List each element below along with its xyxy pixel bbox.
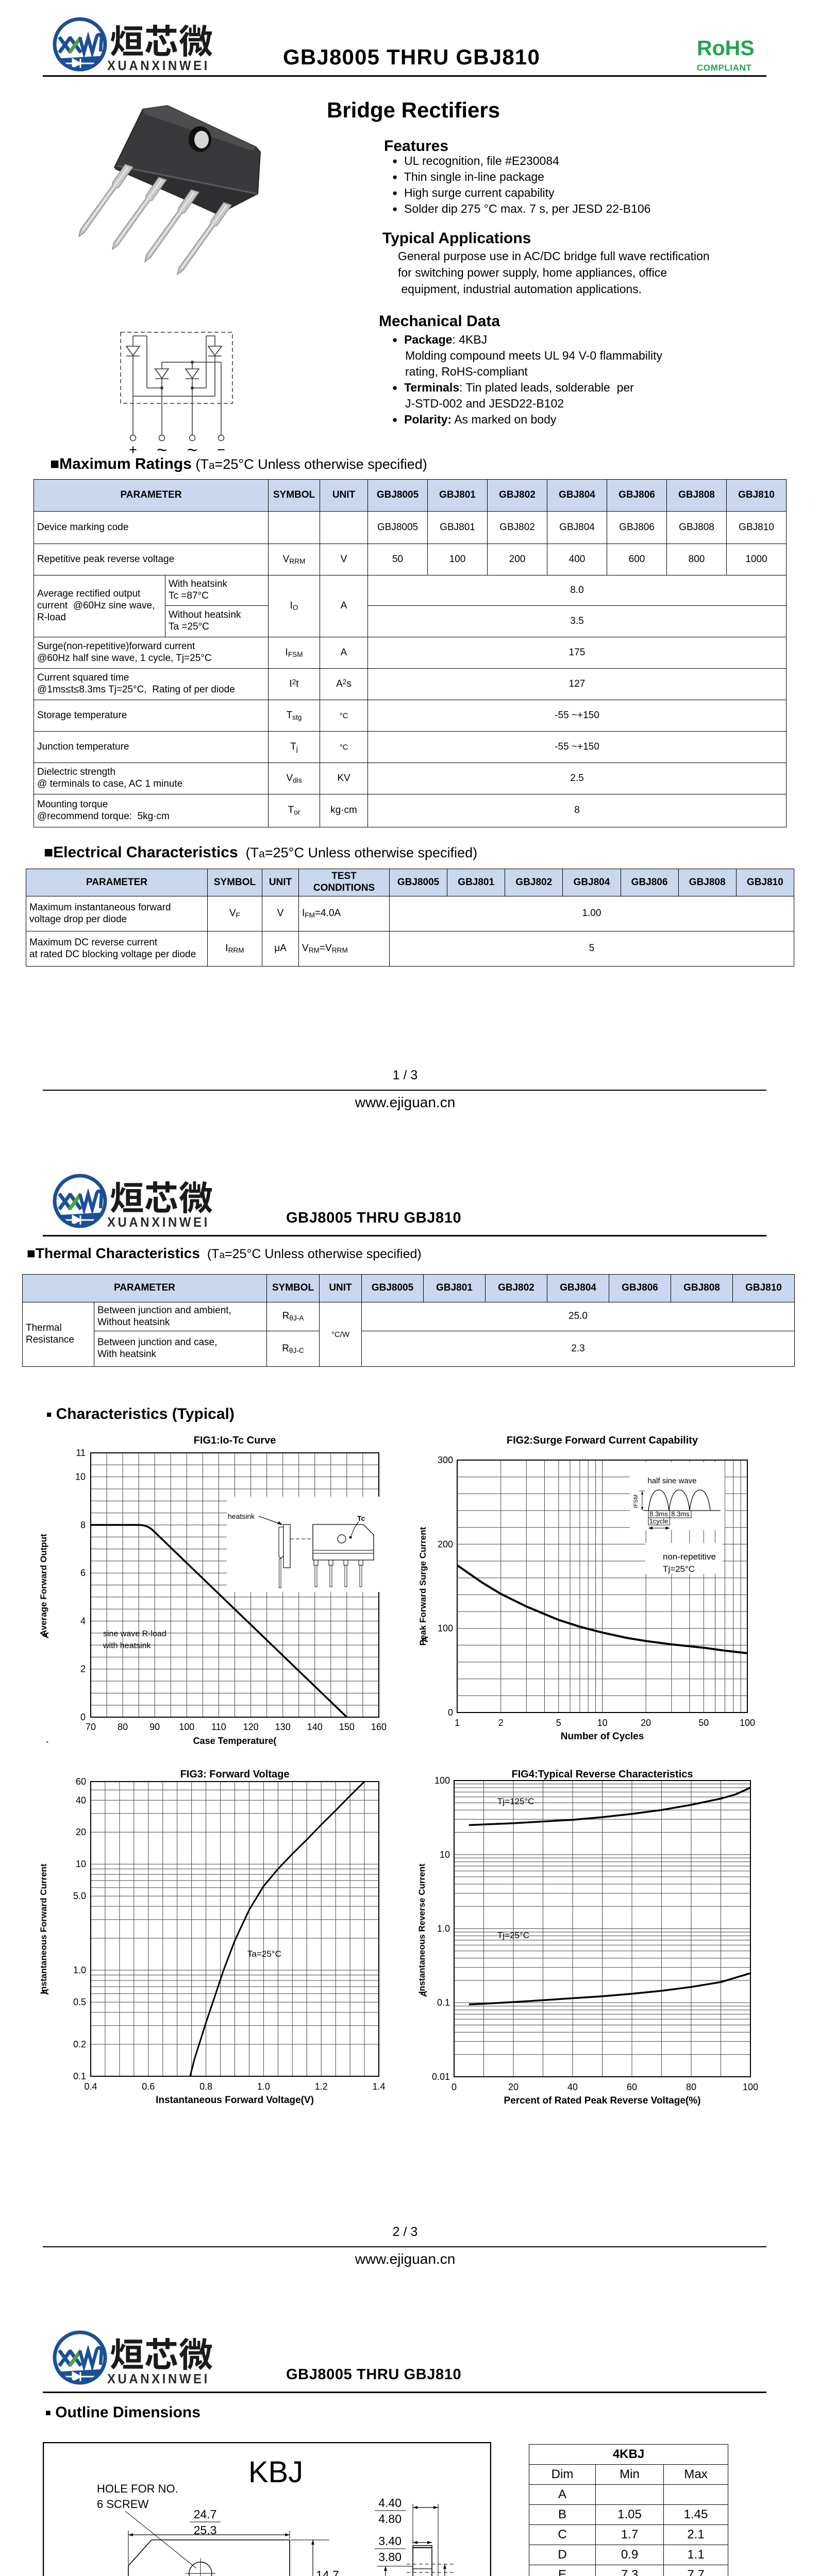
svg-text:1cycle: 1cycle [649, 1517, 668, 1525]
svg-text:8: 8 [80, 1520, 86, 1530]
svg-text:Tj=125°C: Tj=125°C [497, 1797, 534, 1806]
svg-text:FIG3: Forward Voltage: FIG3: Forward Voltage [180, 1769, 290, 1780]
svg-text:Tj=25°C: Tj=25°C [663, 1564, 695, 1574]
svg-text:HOLE FOR NO.: HOLE FOR NO. [97, 2482, 178, 2495]
svg-text:Tj=25°C: Tj=25°C [497, 1930, 529, 1940]
svg-text:+: + [129, 442, 137, 457]
svg-text:3.40: 3.40 [378, 2534, 402, 2548]
svg-text:100: 100 [438, 1623, 453, 1634]
svg-text:8.3ms: 8.3ms [671, 1510, 690, 1518]
svg-text:140: 140 [307, 1722, 323, 1732]
svg-text:0: 0 [80, 1712, 86, 1722]
svg-text:heatsink: heatsink [228, 1512, 255, 1520]
svg-text:4.80: 4.80 [378, 2512, 402, 2526]
svg-text:half sine wave: half sine wave [647, 1477, 696, 1485]
svg-text:FIG2:Surge Forward Current Cap: FIG2:Surge Forward Current Capability [507, 1435, 698, 1446]
svg-text:0.8: 0.8 [199, 2081, 212, 2092]
svg-text:0.6: 0.6 [142, 2081, 155, 2092]
svg-text:0.1: 0.1 [437, 1997, 450, 2008]
svg-text:3.80: 3.80 [378, 2550, 402, 2564]
svg-text:5.0: 5.0 [73, 1891, 86, 1901]
svg-text:FIG4:Typical Reverse Character: FIG4:Typical Reverse Characteristics [511, 1769, 693, 1780]
svg-text:Instantaneous Forward Current: Instantaneous Forward Current [39, 1863, 48, 1994]
svg-text:Ta=25°C: Ta=25°C [247, 1949, 281, 1959]
svg-text:10: 10 [76, 1859, 86, 1869]
svg-text:0.5: 0.5 [73, 1997, 86, 2007]
svg-text:sine wave R-load: sine wave R-load [103, 1630, 166, 1638]
svg-text:14.7: 14.7 [316, 2568, 339, 2576]
svg-text:A: A [419, 1991, 429, 1997]
svg-text:100: 100 [179, 1722, 194, 1732]
svg-text:20: 20 [76, 1827, 86, 1837]
svg-text:4.40: 4.40 [378, 2496, 402, 2510]
svg-text:FIG1:Io-Tc Curve: FIG1:Io-Tc Curve [194, 1435, 276, 1446]
svg-text:10: 10 [440, 1850, 450, 1860]
svg-text:120: 120 [243, 1722, 259, 1732]
svg-text:non-repetitive: non-repetitive [663, 1552, 716, 1562]
svg-text:50: 50 [698, 1718, 709, 1728]
svg-text:0.4: 0.4 [84, 2081, 97, 2092]
svg-text:90: 90 [149, 1722, 160, 1732]
svg-text:1.4: 1.4 [372, 2081, 385, 2092]
svg-text:A: A [420, 1636, 430, 1642]
svg-text:~: ~ [187, 440, 197, 459]
svg-text:A: A [41, 1989, 51, 1995]
svg-text:Average Forward Output: Average Forward Output [39, 1534, 48, 1636]
svg-text:A: A [41, 1632, 51, 1638]
svg-text:150: 150 [339, 1722, 355, 1732]
svg-text:100: 100 [434, 1775, 450, 1786]
svg-text:1.0: 1.0 [73, 1965, 86, 1975]
svg-text:0.01: 0.01 [432, 2072, 450, 2082]
svg-text:8.3ms: 8.3ms [649, 1510, 668, 1518]
svg-text:with heatsink: with heatsink [103, 1641, 151, 1650]
svg-text:−: − [217, 442, 225, 457]
svg-text:100: 100 [740, 1718, 755, 1728]
svg-text:40: 40 [76, 1795, 86, 1805]
svg-text:6: 6 [80, 1568, 86, 1578]
svg-text:10: 10 [597, 1718, 607, 1728]
svg-text:Peak Forward Surge Current: Peak Forward Surge Current [418, 1527, 428, 1646]
svg-text:60: 60 [76, 1776, 86, 1787]
svg-text:60: 60 [627, 2082, 637, 2092]
svg-text:Case Temperature(: Case Temperature( [193, 1736, 277, 1746]
svg-text:1: 1 [455, 1718, 460, 1728]
svg-text:10: 10 [75, 1472, 86, 1482]
svg-text:Percent of Rated Peak Reverse: Percent of Rated Peak Reverse Voltage(%) [504, 2095, 701, 2106]
svg-text:1.2: 1.2 [315, 2081, 328, 2092]
svg-text:160: 160 [371, 1722, 387, 1732]
svg-text:0.1: 0.1 [73, 2071, 86, 2081]
svg-text:40: 40 [567, 2082, 578, 2092]
svg-text:Instantaneous Reverse Current: Instantaneous Reverse Current [417, 1863, 427, 1994]
svg-text:20: 20 [641, 1718, 651, 1728]
svg-text:24.7: 24.7 [194, 2507, 217, 2521]
svg-text:Instantaneous Forward Voltage(: Instantaneous Forward Voltage(V) [156, 2095, 314, 2106]
svg-text:130: 130 [275, 1722, 291, 1732]
svg-text:0: 0 [452, 2082, 457, 2092]
svg-text:80: 80 [118, 1722, 128, 1732]
svg-text:4: 4 [80, 1616, 86, 1626]
svg-text:200: 200 [438, 1539, 453, 1549]
svg-text:~: ~ [157, 440, 167, 459]
svg-text:70: 70 [86, 1722, 96, 1732]
svg-text:1.0: 1.0 [437, 1924, 450, 1934]
svg-text:100: 100 [743, 2082, 758, 2092]
svg-text:2: 2 [498, 1718, 504, 1728]
svg-text:0: 0 [448, 1707, 453, 1718]
svg-text:Tc: Tc [357, 1514, 365, 1522]
svg-text:Number of Cycles: Number of Cycles [561, 1731, 644, 1742]
svg-text:110: 110 [211, 1722, 226, 1732]
svg-text:300: 300 [438, 1455, 453, 1465]
svg-text:1.0: 1.0 [257, 2081, 270, 2092]
svg-text:KBJ: KBJ [248, 2455, 303, 2489]
svg-text:80: 80 [686, 2082, 696, 2092]
svg-text:IFSM: IFSM [633, 1495, 639, 1508]
svg-text:0.2: 0.2 [73, 2039, 86, 2049]
svg-text:20: 20 [508, 2082, 519, 2092]
svg-text:11: 11 [76, 1448, 86, 1458]
svg-text:6 SCREW: 6 SCREW [97, 2498, 148, 2511]
svg-text:2: 2 [80, 1664, 86, 1674]
svg-text:5: 5 [556, 1718, 561, 1728]
